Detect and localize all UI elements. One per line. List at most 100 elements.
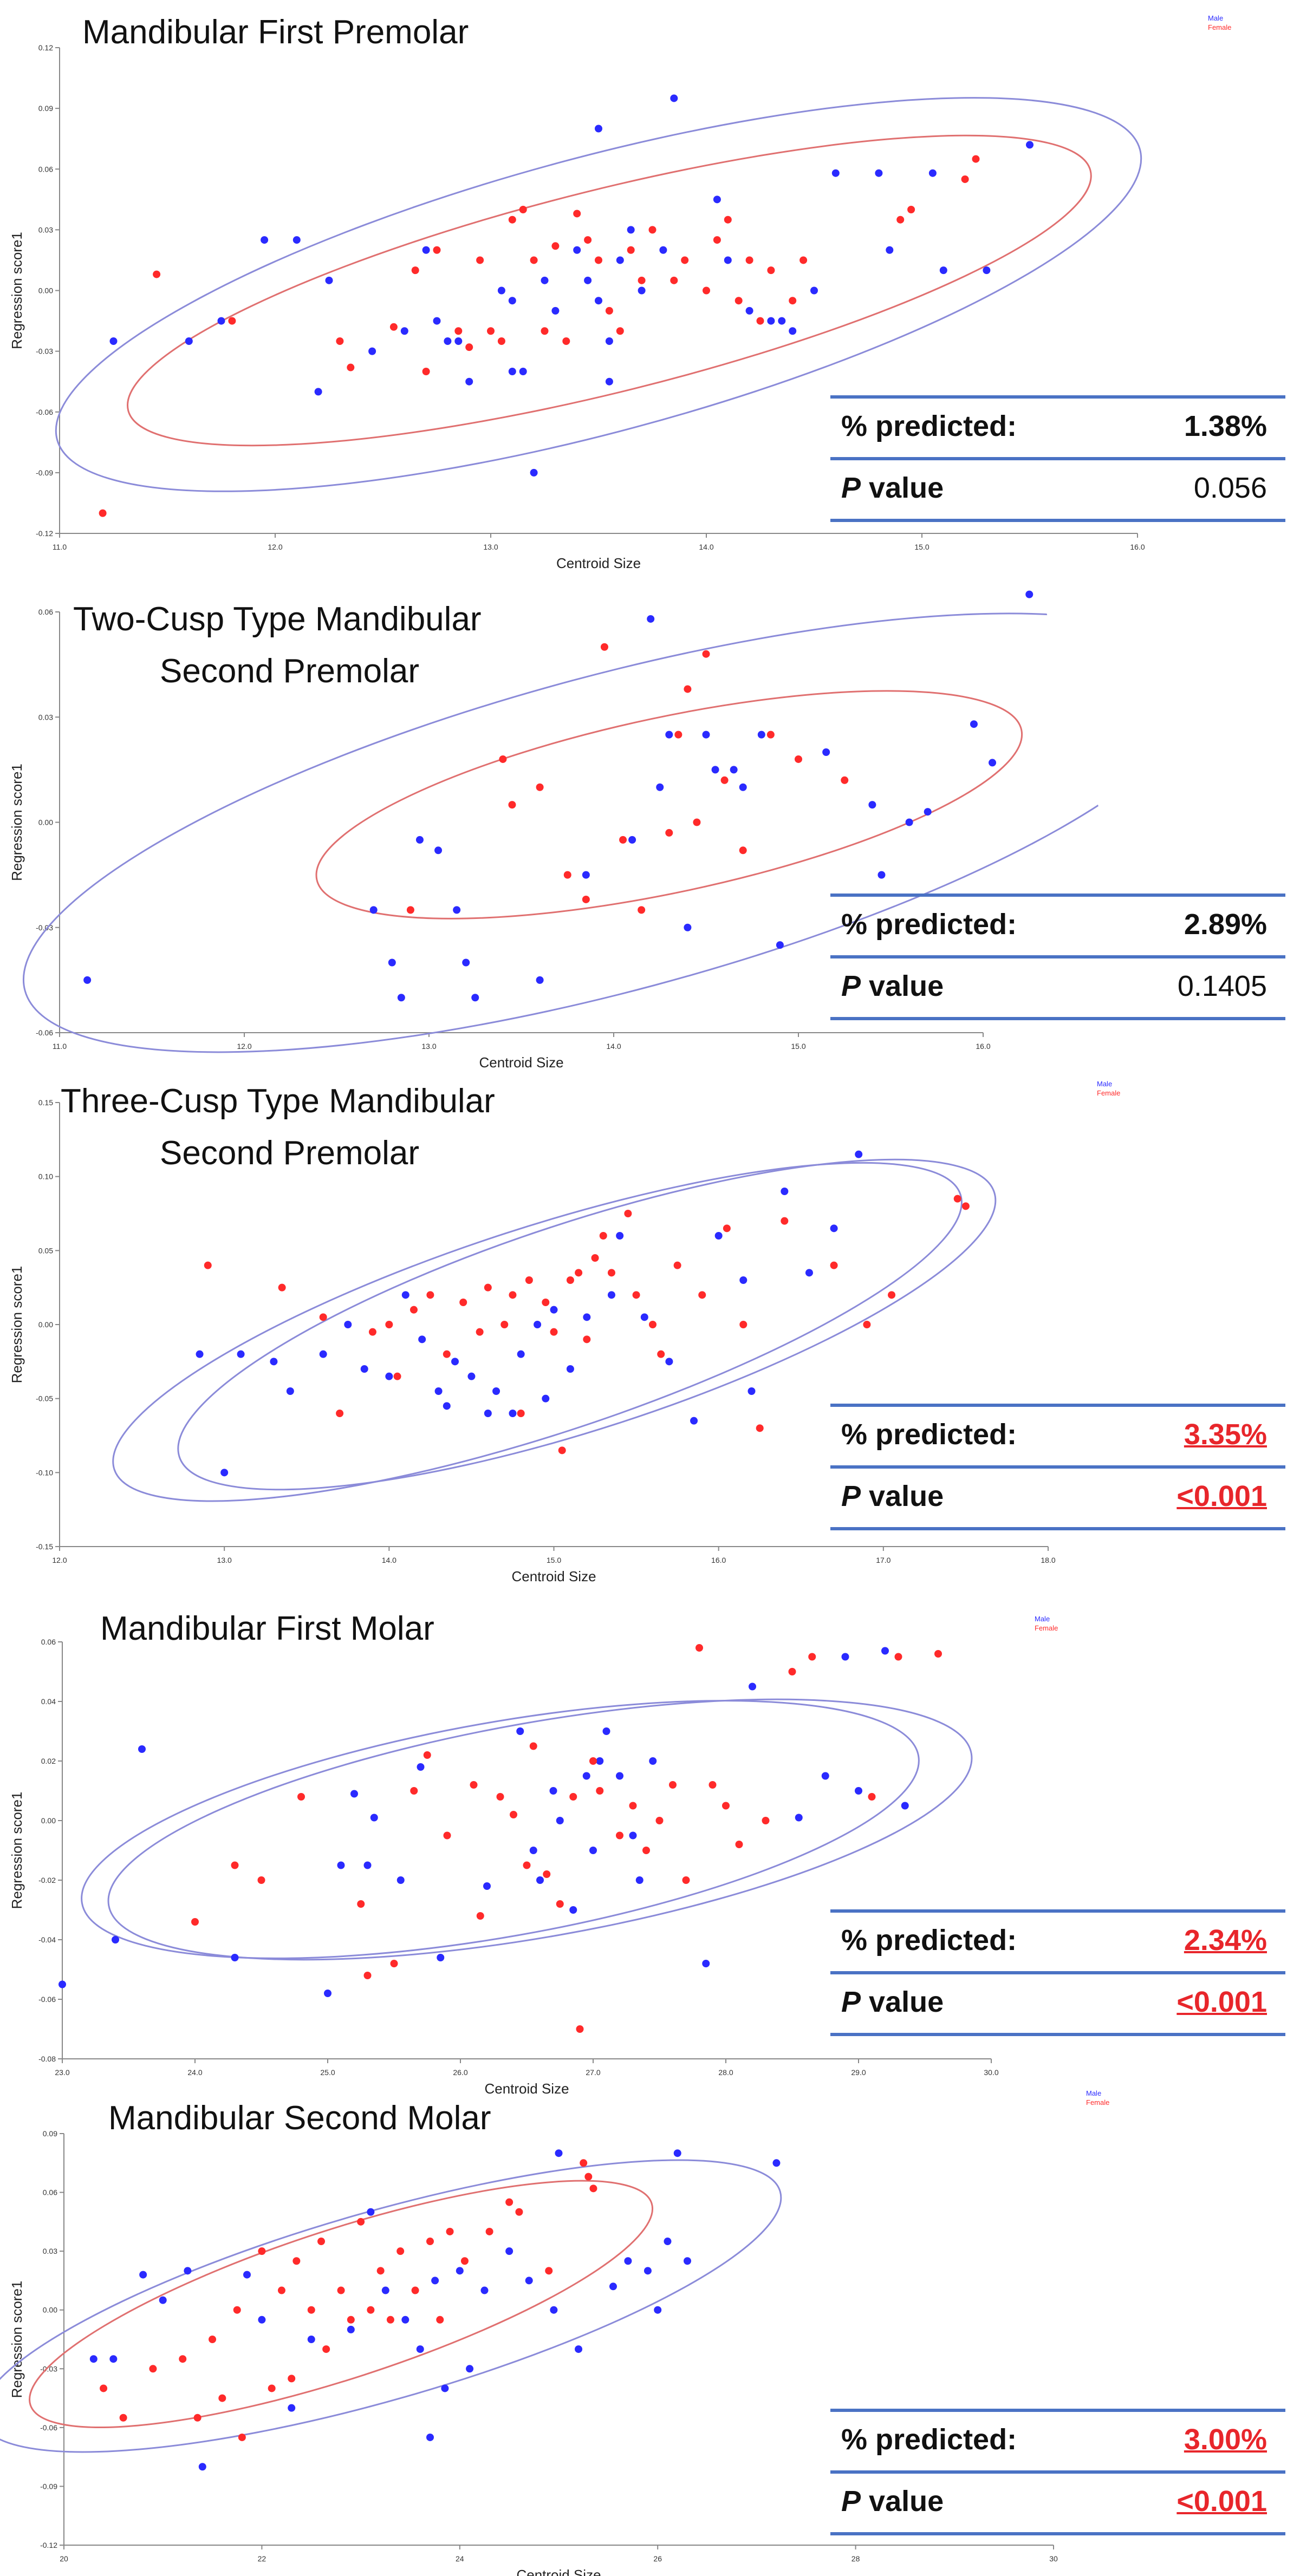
data-point-male	[868, 801, 876, 809]
data-point-female	[682, 1876, 690, 1884]
data-point-female	[406, 906, 414, 914]
data-point-female	[756, 1424, 764, 1432]
data-point-male	[381, 2286, 389, 2294]
data-point-female	[319, 1313, 327, 1321]
data-point-female	[788, 1668, 796, 1675]
x-tick-label: 13.0	[483, 543, 498, 551]
data-point-female	[868, 1793, 876, 1801]
data-point-female	[681, 256, 689, 264]
data-point-female	[781, 1217, 789, 1225]
stats-table: % predicted: 1.38% P value 0.056	[830, 395, 1285, 522]
x-tick-label: 22	[258, 2554, 266, 2563]
data-point-male	[467, 1372, 476, 1380]
data-point-male	[573, 246, 581, 254]
data-point-female	[476, 256, 484, 264]
chart-title-line-2: Second Premolar	[160, 1134, 420, 1172]
data-point-female	[541, 327, 549, 335]
predicted-label: % predicted:	[841, 1418, 1017, 1451]
data-point-male	[714, 1232, 723, 1240]
data-point-female	[863, 1321, 871, 1328]
data-point-female	[499, 755, 507, 763]
data-point-male	[749, 1682, 756, 1691]
chart-panel-first-molar: 23.0 24.0 25.0 26.0 27.0 28.0 29.0 30.0 -0.08 -0.…	[0, 1581, 1300, 2097]
data-point-female	[708, 1781, 717, 1789]
predicted-label: % predicted:	[841, 908, 1017, 941]
x-tick-label: 20	[60, 2554, 68, 2563]
data-point-female	[655, 1817, 664, 1824]
data-point-female	[525, 1276, 533, 1284]
stat-row-predicted: % predicted: 2.34%	[830, 1909, 1285, 1971]
scatter-chart-two-cusp: 11.0 12.0 13.0 14.0 15.0 16.0-0.06-0.030.000.…	[9, 590, 1130, 1071]
confidence-ellipse-female	[29, 2180, 654, 2428]
y-tick-label: 0.00	[38, 818, 53, 827]
data-point-female	[720, 776, 729, 784]
data-point-female	[459, 1299, 467, 1306]
data-point-male	[324, 1990, 332, 1997]
chart-panel-three-cusp-second-premolar: 12.0 13.0 14.0 15.0 16.0 17.0 18.0 -0.15 -0.10 -0…	[0, 1072, 1300, 1584]
data-point-female	[542, 1299, 550, 1306]
data-point-female	[551, 242, 560, 250]
data-point-female	[218, 2394, 226, 2402]
y-tick-label: 0.05	[38, 1246, 53, 1255]
data-point-female	[337, 2286, 345, 2294]
data-point-female	[762, 1817, 770, 1824]
y-axis-label: Regression score1	[9, 764, 25, 881]
data-point-female	[558, 1446, 566, 1455]
data-point-male	[325, 276, 333, 284]
data-point-female	[530, 256, 538, 264]
data-point-female	[385, 1321, 393, 1328]
data-point-female	[390, 1960, 398, 1967]
data-point-male	[418, 1335, 426, 1344]
confidence-ellipse-male	[177, 1158, 997, 1491]
y-axis-label: Regression score1	[9, 2281, 25, 2398]
data-point-male	[292, 236, 301, 244]
data-point-female	[278, 1283, 286, 1292]
data-point-male	[739, 783, 747, 791]
data-point-female	[830, 1261, 838, 1269]
data-point-male	[529, 1847, 537, 1854]
y-tick-label: -0.06	[38, 1995, 56, 2004]
data-point-female	[529, 1742, 537, 1750]
data-point-male	[451, 1358, 459, 1366]
data-point-female	[563, 871, 571, 879]
data-point-male	[534, 1321, 542, 1328]
data-point-male	[542, 1394, 550, 1403]
data-point-male	[237, 1350, 245, 1358]
data-point-male	[433, 317, 441, 325]
data-point-female	[363, 1972, 372, 1979]
data-point-male	[582, 1772, 590, 1780]
data-point-female	[584, 236, 592, 244]
stats-table: % predicted: 2.89% P value 0.1405	[830, 894, 1285, 1020]
data-point-male	[484, 1410, 492, 1417]
data-point-male	[789, 327, 797, 335]
data-point-male	[497, 286, 505, 295]
data-point-female	[670, 276, 678, 284]
data-point-female	[470, 1781, 478, 1789]
data-point-male	[635, 1876, 644, 1884]
x-tick-label: 14.0	[382, 1556, 396, 1564]
x-tick-label: 14.0	[699, 543, 713, 551]
data-point-female	[510, 1811, 517, 1818]
data-point-male	[831, 169, 840, 177]
data-point-female	[443, 1831, 451, 1840]
stat-row-predicted: % predicted: 2.89%	[830, 894, 1285, 955]
x-tick-label: 13.0	[217, 1556, 232, 1564]
y-tick-label: 0.03	[43, 2247, 57, 2255]
data-point-female	[591, 1254, 599, 1262]
data-point-male	[401, 1291, 410, 1299]
data-point-female	[505, 2198, 514, 2206]
data-point-male	[258, 2316, 266, 2324]
data-point-male	[431, 2277, 439, 2285]
data-point-male	[508, 297, 516, 305]
data-point-female	[642, 1847, 650, 1854]
y-tick-label: 0.03	[38, 225, 53, 234]
data-point-male	[198, 2463, 206, 2471]
data-point-female	[423, 1751, 431, 1759]
stat-row-predicted: % predicted: 1.38%	[830, 395, 1285, 457]
data-point-female	[422, 368, 430, 375]
data-point-female	[297, 1793, 305, 1801]
x-tick-label: 16.0	[711, 1556, 726, 1564]
data-point-female	[638, 276, 646, 284]
data-point-female	[632, 1291, 640, 1299]
y-tick-label: -0.02	[38, 1876, 56, 1884]
